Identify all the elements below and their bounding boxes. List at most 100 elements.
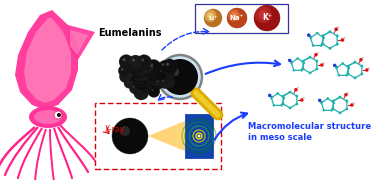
Circle shape bbox=[136, 55, 152, 69]
Circle shape bbox=[162, 59, 177, 74]
Circle shape bbox=[142, 67, 153, 78]
Polygon shape bbox=[70, 30, 88, 55]
Polygon shape bbox=[148, 121, 185, 151]
Circle shape bbox=[353, 61, 356, 64]
Circle shape bbox=[144, 68, 155, 78]
Circle shape bbox=[138, 71, 149, 82]
Circle shape bbox=[161, 75, 175, 88]
Circle shape bbox=[348, 67, 350, 69]
Circle shape bbox=[283, 97, 285, 99]
Circle shape bbox=[146, 70, 158, 83]
Text: Na⁺: Na⁺ bbox=[230, 15, 244, 21]
Circle shape bbox=[276, 92, 279, 95]
Circle shape bbox=[338, 74, 340, 76]
Circle shape bbox=[293, 69, 295, 72]
Circle shape bbox=[361, 73, 363, 75]
Circle shape bbox=[4, 174, 6, 176]
Circle shape bbox=[122, 58, 126, 61]
Circle shape bbox=[139, 71, 154, 86]
Circle shape bbox=[273, 104, 275, 107]
Circle shape bbox=[119, 71, 132, 83]
Circle shape bbox=[209, 14, 212, 18]
Circle shape bbox=[162, 59, 198, 95]
Circle shape bbox=[139, 59, 154, 74]
Circle shape bbox=[332, 108, 335, 110]
Circle shape bbox=[162, 63, 164, 66]
Circle shape bbox=[318, 99, 321, 102]
Circle shape bbox=[137, 62, 140, 65]
Circle shape bbox=[323, 62, 325, 64]
Circle shape bbox=[345, 108, 348, 110]
Circle shape bbox=[303, 62, 305, 64]
Circle shape bbox=[141, 71, 144, 74]
Circle shape bbox=[350, 103, 354, 107]
Circle shape bbox=[297, 87, 299, 89]
Circle shape bbox=[133, 85, 149, 100]
Circle shape bbox=[321, 43, 324, 46]
Circle shape bbox=[129, 55, 143, 69]
Circle shape bbox=[290, 62, 293, 64]
Circle shape bbox=[296, 95, 298, 97]
Circle shape bbox=[144, 63, 160, 78]
Polygon shape bbox=[24, 18, 71, 103]
Circle shape bbox=[150, 76, 160, 86]
Circle shape bbox=[152, 78, 155, 81]
Text: Li⁺: Li⁺ bbox=[208, 15, 218, 21]
Circle shape bbox=[133, 71, 144, 81]
Circle shape bbox=[150, 63, 160, 73]
Circle shape bbox=[150, 78, 163, 90]
Circle shape bbox=[148, 86, 160, 97]
Circle shape bbox=[300, 98, 304, 102]
Circle shape bbox=[139, 62, 142, 64]
Circle shape bbox=[361, 65, 363, 68]
Circle shape bbox=[335, 67, 338, 69]
Circle shape bbox=[132, 68, 146, 82]
Circle shape bbox=[344, 93, 348, 96]
Circle shape bbox=[143, 68, 156, 82]
Circle shape bbox=[145, 70, 147, 72]
Circle shape bbox=[270, 97, 273, 99]
Circle shape bbox=[317, 52, 319, 54]
Circle shape bbox=[268, 94, 271, 97]
Circle shape bbox=[227, 8, 247, 28]
Text: Eumelanins: Eumelanins bbox=[98, 28, 162, 38]
Circle shape bbox=[153, 81, 156, 84]
Circle shape bbox=[320, 102, 323, 104]
Circle shape bbox=[321, 34, 324, 37]
Circle shape bbox=[322, 109, 325, 112]
Circle shape bbox=[303, 97, 305, 99]
Circle shape bbox=[328, 47, 332, 50]
Circle shape bbox=[308, 56, 311, 58]
Circle shape bbox=[146, 72, 149, 75]
Circle shape bbox=[136, 72, 139, 76]
Circle shape bbox=[161, 60, 177, 75]
Circle shape bbox=[139, 68, 151, 79]
Circle shape bbox=[322, 37, 325, 39]
Circle shape bbox=[139, 74, 142, 76]
Circle shape bbox=[112, 118, 148, 154]
Circle shape bbox=[142, 73, 144, 75]
Circle shape bbox=[57, 113, 61, 117]
Circle shape bbox=[142, 73, 145, 76]
Circle shape bbox=[359, 58, 363, 62]
Circle shape bbox=[333, 102, 335, 104]
Circle shape bbox=[127, 81, 129, 83]
Circle shape bbox=[330, 109, 333, 112]
Circle shape bbox=[131, 74, 133, 76]
Circle shape bbox=[132, 58, 135, 62]
FancyBboxPatch shape bbox=[195, 3, 288, 33]
Circle shape bbox=[228, 10, 240, 21]
Circle shape bbox=[87, 171, 89, 173]
Circle shape bbox=[316, 32, 318, 34]
Circle shape bbox=[136, 71, 148, 83]
Circle shape bbox=[141, 70, 144, 73]
Circle shape bbox=[159, 60, 171, 72]
Circle shape bbox=[148, 75, 150, 77]
Circle shape bbox=[141, 74, 143, 76]
Circle shape bbox=[314, 53, 318, 57]
Circle shape bbox=[145, 76, 148, 78]
Circle shape bbox=[118, 65, 129, 76]
Circle shape bbox=[148, 67, 152, 70]
Text: Macromolecular structure
in meso scale: Macromolecular structure in meso scale bbox=[248, 122, 371, 142]
Circle shape bbox=[149, 73, 152, 76]
